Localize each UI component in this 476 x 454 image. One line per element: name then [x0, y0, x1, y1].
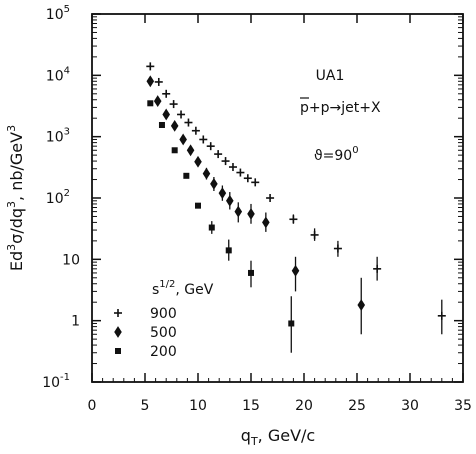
y-tick-label: 1: [71, 314, 80, 330]
legend-item: 900: [114, 306, 177, 322]
y-axis-title: Ed3σ/dq3, nb/GeV3: [5, 125, 26, 271]
data-point-cross: [310, 230, 319, 239]
x-tick-label: 30: [401, 398, 419, 414]
data-point-cross: [437, 311, 446, 320]
data-point-cross: [191, 126, 200, 135]
series-900: [146, 62, 446, 335]
data-point-cross: [184, 118, 193, 127]
data-point-diamond: [153, 95, 162, 108]
data-point-square: [147, 100, 154, 107]
data-point-square: [208, 224, 215, 231]
legend-rows: 900 500 200: [114, 306, 177, 360]
data-point-cross: [221, 157, 230, 166]
data-point-cross: [206, 142, 215, 151]
legend-label: 500: [150, 325, 177, 341]
plot-frame: [91, 13, 464, 383]
data-point-cross: [289, 215, 298, 224]
y-tick-label: 10: [62, 252, 80, 268]
y-tick-label: 10-1: [42, 372, 70, 391]
data-point-square: [183, 172, 190, 179]
data-point-cross: [214, 150, 223, 159]
data-point-square: [158, 121, 165, 128]
legend-marker-diamond: [114, 326, 122, 338]
data-point-diamond: [186, 144, 195, 157]
data-point-square: [171, 147, 178, 154]
data-point-cross: [251, 178, 260, 187]
data-point-square: [288, 320, 295, 327]
y-tick-label: 102: [46, 188, 70, 207]
data-point-cross: [162, 89, 171, 98]
legend-label: 900: [150, 306, 177, 322]
data-point-diamond: [162, 108, 170, 121]
data-point-cross: [236, 168, 245, 177]
legend: s1/2, GeV 900 500 200: [114, 279, 214, 360]
data-point-diamond: [202, 167, 211, 180]
data-point-cross: [146, 62, 155, 71]
data-point-diamond: [291, 264, 300, 277]
data-point-diamond: [247, 207, 255, 220]
data-point-square: [225, 247, 232, 254]
data-point-cross: [373, 264, 382, 273]
series-200: [147, 100, 295, 353]
y-tick-label: 104: [46, 65, 70, 84]
x-tick-label: 15: [242, 398, 260, 414]
data-point-diamond: [226, 194, 234, 207]
legend-marker-cross: [114, 309, 122, 317]
data-point-cross: [228, 163, 237, 172]
data-point-diamond: [194, 155, 202, 168]
legend-item: 500: [114, 325, 177, 341]
data-point-cross: [177, 110, 186, 119]
data-point-diamond: [218, 187, 227, 200]
x-tick-label: 20: [295, 398, 313, 414]
y-tick-label: 103: [46, 127, 70, 146]
data-point-diamond: [170, 119, 179, 132]
data-point-diamond: [210, 177, 218, 190]
legend-marker-square: [115, 348, 121, 354]
data-point-cross: [266, 194, 275, 202]
legend-item: 200: [115, 344, 177, 360]
series-500: [146, 75, 366, 335]
data-point-diamond: [179, 133, 187, 146]
data-point-cross: [154, 77, 163, 86]
reaction-label: p+p→jet+X: [300, 100, 381, 116]
x-tick-label: 5: [141, 398, 150, 414]
experiment-label: UA1: [316, 68, 345, 84]
x-tick-label: 10: [189, 398, 207, 414]
legend-label: 200: [150, 344, 177, 360]
y-tick-label: 105: [46, 4, 70, 23]
data-point-square: [248, 269, 254, 276]
data-point-cross: [243, 174, 252, 183]
angle-label: ϑ=900: [314, 145, 359, 164]
data-point-diamond: [262, 216, 270, 229]
data-point-diamond: [146, 75, 155, 88]
x-tick-label: 0: [88, 398, 97, 414]
x-tick-label: 25: [348, 398, 366, 414]
data-point-square: [195, 202, 201, 209]
data-point-diamond: [357, 299, 366, 311]
data-point-cross: [199, 135, 208, 144]
x-axis-ticks: 0 5 10 15 20 25 30 35: [88, 14, 472, 414]
x-axis-title: qT, GeV/c: [241, 426, 315, 448]
legend-header: s1/2, GeV: [152, 279, 214, 298]
data-point-cross: [333, 244, 342, 253]
x-tick-label: 35: [454, 398, 472, 414]
data-point-diamond: [234, 205, 243, 218]
data-points: [146, 62, 446, 353]
data-point-cross: [169, 100, 178, 109]
